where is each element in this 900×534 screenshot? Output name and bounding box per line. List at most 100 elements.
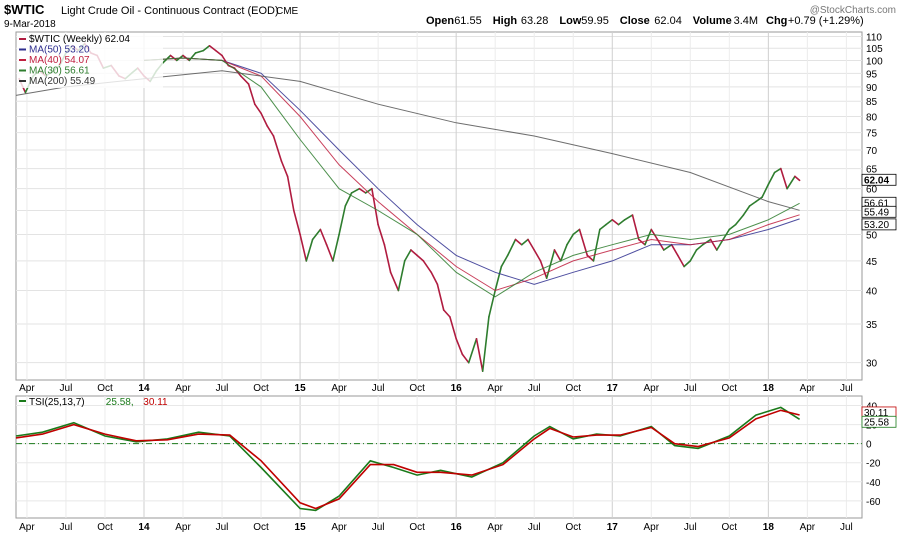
quote-value: 59.95 [581,15,609,27]
x-tick-label: Jul [684,383,697,394]
price-line-segment [215,49,223,57]
x-tick-label: Apr [175,522,191,533]
price-series-group [15,42,801,373]
x-tick-label: Oct [409,522,425,533]
price-line-segment [728,223,737,231]
x-tick-label: Oct [722,383,738,394]
chart-date: 9-Mar-2018 [4,19,56,30]
quote-value: 62.04 [654,15,682,27]
price-line-segment [377,223,386,246]
y-tick-label: 40 [866,286,878,297]
x-tick-label: Jul [372,522,385,533]
quote-value: 61.55 [454,15,482,27]
price-grid [16,32,862,380]
moving-average-line [143,57,800,292]
price-line-segment [397,260,406,292]
price-line-segment [364,187,373,194]
x-tick-label: Jul [684,522,697,533]
price-line-segment [539,260,548,280]
y-tick-label: 110 [866,33,882,44]
price-line-segment [605,219,614,226]
price-line-segment [734,214,745,226]
price-line-segment [422,260,433,274]
price-line-segment [794,175,801,182]
y-tick-label: 30 [866,359,878,370]
quote-value: 3.4M [734,15,758,27]
price-line-segment [202,44,211,52]
price-panel [15,31,863,381]
price-line-segment [311,228,322,241]
y-tick-label: 45 [866,257,878,268]
price-line-segment [598,223,607,231]
tsi-legend-entry: 25.58, [106,397,134,408]
x-tick-label: Oct [97,383,113,394]
tsi-line [15,409,800,510]
x-tick-label: 17 [607,522,619,533]
x-tick-label: Jul [372,383,385,394]
price-line-segment [623,214,634,221]
x-tick-label: 16 [451,383,463,394]
x-tick-label: Jul [528,383,541,394]
price-line-segment [266,125,275,137]
price-line-segment [272,135,283,162]
price-line-segment [617,219,626,226]
price-line-segment [389,271,400,292]
price-line-segment [773,167,782,174]
price-line-segment [371,187,379,226]
tsi-grid [16,396,862,518]
x-tick-label: Apr [19,383,35,394]
price-line-segment [786,175,796,190]
quote-value: 63.28 [521,15,549,27]
price-line-segment [494,265,503,292]
x-tick-label: 18 [763,522,775,533]
x-tick-label: Jul [840,383,853,394]
price-line-segment [280,160,289,178]
chart-exchange: CME [276,6,299,17]
x-tick-label: Oct [565,522,581,533]
x-tick-label: 15 [295,383,307,394]
stockcharts-watermark: @StockCharts.com [810,5,896,16]
y-tick-label: 60 [866,185,878,196]
price-line-segment [761,183,770,198]
price-line-segment [500,254,509,268]
x-tick-label: Apr [643,383,659,394]
price-line-segment [430,271,439,286]
chart-symbol: $WTIC [4,2,45,17]
tsi-tag-label: 25.58 [864,417,889,428]
price-line-segment [350,187,361,194]
quote-label: Close [620,15,650,27]
price-line-segment [683,260,692,268]
price-line-segment [514,238,523,246]
price-line-segment [247,83,256,105]
price-line-segment [208,44,217,52]
price-line-segment [715,238,724,251]
price-line-segment [767,171,776,186]
y-tick-label: 100 [866,56,883,67]
y-tick-label: 70 [866,146,878,157]
x-axis-bottom: Apr Jul Oct 14 Apr Jul Oct 15 Apr Jul Oct 16 Apr Jul O… [19,522,853,533]
price-tag-box [861,218,897,231]
price-line-segment [578,228,589,257]
y-tick-label: 35 [866,320,878,331]
quote-label: High [493,15,518,27]
price-line-segment [299,233,308,262]
quote-value: +0.79 (+1.29%) [788,15,864,27]
x-tick-label: 15 [295,522,307,533]
y-tick-label: -60 [866,497,881,508]
y-tick-label: 0 [866,440,872,451]
x-tick-label: Jul [216,522,229,533]
tsi-legend-entry: 30.11 [143,397,168,408]
price-line-segment [553,249,562,262]
tsi-legend: TSI(25,13,7) 25.58, 30.11 [19,397,168,408]
x-tick-label: Jul [60,522,73,533]
price-line-segment [506,238,517,257]
price-line-segment [455,337,464,356]
price-line-segment [254,103,262,115]
price-line-segment [416,254,425,262]
quote-row: Open 61.55 High 63.28 Low 59.95 Close 62.04 Volu… [426,15,864,27]
price-line-segment [194,49,205,54]
y-tick-label: 65 [866,165,878,176]
